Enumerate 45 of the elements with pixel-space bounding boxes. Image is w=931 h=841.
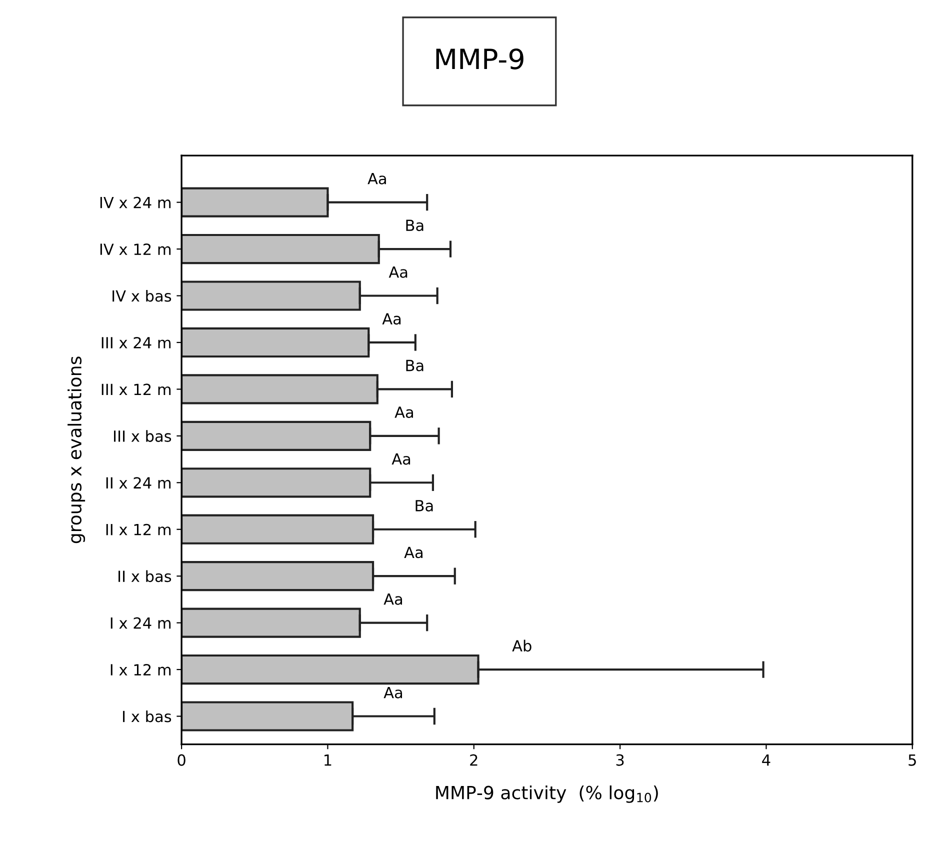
y-tick-label: IV x 24 m	[100, 196, 171, 208]
data-label: Aa	[384, 686, 402, 698]
data-label: Aa	[404, 546, 422, 558]
bar	[182, 654, 480, 685]
bar	[182, 608, 361, 638]
data-label: Aa	[382, 313, 401, 325]
data-label: Aa	[392, 453, 410, 465]
data-label: Aa	[394, 406, 413, 418]
bar	[182, 561, 374, 592]
bar	[182, 468, 372, 498]
bar	[182, 327, 370, 358]
y-tick-label: II x 12 m	[106, 524, 171, 536]
bar	[182, 187, 329, 218]
bar	[182, 514, 374, 544]
bar	[182, 701, 354, 732]
bar	[182, 280, 361, 311]
y-tick-label: III x 12 m	[102, 384, 171, 395]
x-tick-label: 3	[616, 754, 624, 766]
data-label: Aa	[384, 594, 402, 605]
data-label: Ba	[406, 360, 424, 372]
bar	[182, 374, 378, 404]
chart-title: MMP-9	[436, 48, 524, 70]
data-label: Ba	[416, 500, 433, 512]
y-tick-label: IV x bas	[112, 290, 172, 302]
y-tick-label: I x bas	[123, 710, 172, 722]
data-label: Ba	[406, 220, 424, 232]
data-label: Aa	[368, 173, 386, 184]
y-axis-title: groups x evaluations	[68, 356, 86, 544]
x-axis-title: MMP-9 activity (% log$_{10}$)	[436, 785, 658, 803]
data-label: Ab	[512, 640, 532, 652]
y-tick-label: IV x 12 m	[100, 243, 171, 255]
x-tick-label: 5	[908, 754, 916, 766]
y-tick-label: III x 24 m	[102, 336, 171, 348]
y-tick-label: I x 24 m	[110, 617, 171, 629]
x-tick-label: 0	[178, 754, 186, 766]
data-label: Aa	[388, 266, 408, 278]
bar	[182, 234, 380, 264]
y-tick-label: II x bas	[118, 570, 172, 582]
y-tick-label: III x bas	[114, 430, 172, 442]
y-tick-label: I x 12 m	[110, 664, 171, 676]
bar	[182, 420, 372, 451]
y-tick-label: II x 24 m	[106, 477, 171, 488]
x-tick-label: 4	[762, 754, 770, 766]
x-tick-label: 2	[470, 754, 478, 766]
x-tick-label: 1	[324, 754, 332, 766]
